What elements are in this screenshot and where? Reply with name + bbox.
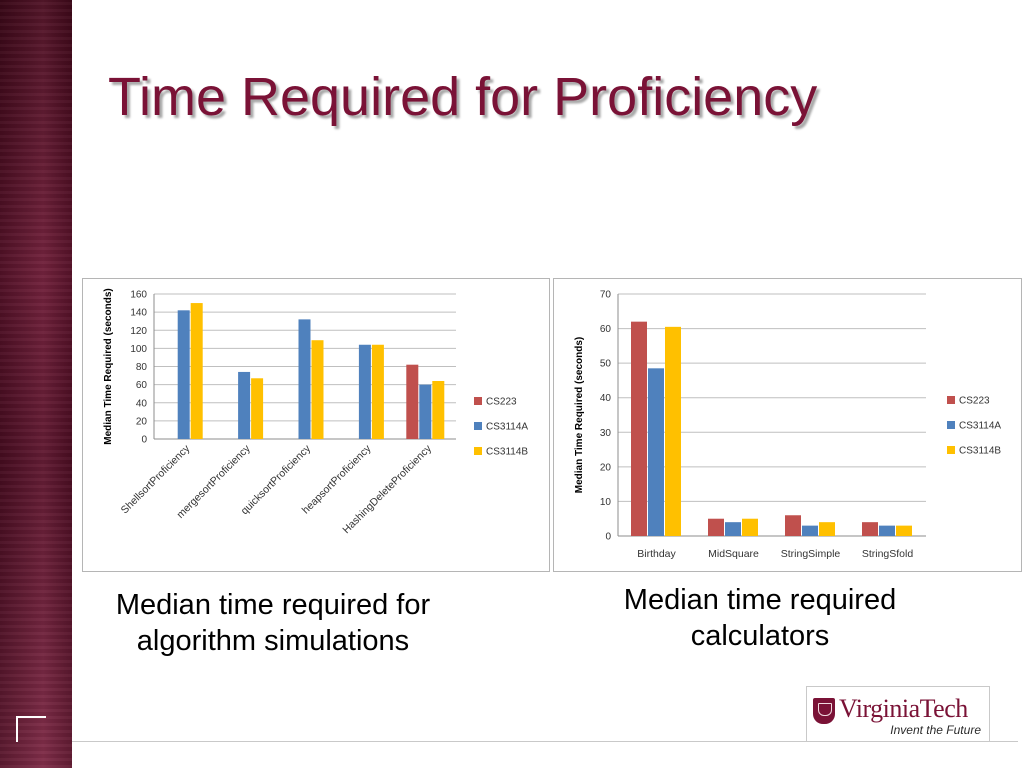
legend-label: CS3114B (959, 446, 1001, 457)
bar-cs3114b (251, 378, 264, 439)
legend-swatch (947, 396, 955, 404)
bar-cs3114a (358, 344, 371, 439)
y-tick-label: 120 (130, 326, 147, 337)
bar-cs3114a (419, 384, 432, 439)
bar-cs3114b (819, 522, 835, 536)
y-tick-label: 70 (600, 290, 612, 301)
bar-cs3114b (665, 326, 681, 536)
x-tick-label: StringSfold (862, 548, 914, 560)
y-tick-label: 160 (130, 290, 147, 301)
y-tick-label: 50 (600, 359, 612, 370)
left-decorative-band (0, 0, 72, 768)
slide-title: Time Required for Proficiency (108, 67, 818, 127)
bar-cs3114a (648, 368, 664, 536)
corner-bracket-icon (16, 716, 46, 742)
x-tick-label: Birthday (637, 548, 676, 560)
bar-cs3114a (879, 525, 895, 536)
algorithm-simulation-chart-svg: 0 20 40 60 80 100 120 140 160 Median Time Require… (103, 288, 528, 536)
bar-cs223 (708, 518, 724, 536)
y-axis-title: Median Time Required (seconds) (574, 337, 585, 494)
legend-swatch (947, 421, 955, 429)
legend-label: CS223 (959, 396, 990, 407)
bar-cs223 (631, 321, 647, 536)
legend-swatch (947, 446, 955, 454)
bar-cs3114a (802, 525, 818, 536)
footer-divider (72, 741, 1018, 742)
legend-label: CS223 (486, 397, 517, 408)
y-tick-label: 40 (136, 398, 148, 409)
y-tick-label: 100 (130, 344, 147, 355)
y-tick-label: 60 (136, 380, 148, 391)
legend-label: CS3114A (486, 422, 528, 433)
caption-calculators: Median time required calculators (623, 584, 897, 652)
y-tick-label: 30 (600, 428, 612, 439)
y-tick-label: 10 (600, 497, 612, 508)
legend-swatch (474, 422, 482, 430)
bar-cs223 (406, 364, 419, 439)
y-tick-label: 140 (130, 308, 147, 319)
x-tick-label: StringSimple (781, 548, 841, 560)
bar-cs3114b (742, 518, 758, 536)
legend-swatch (474, 397, 482, 405)
y-tick-label: 20 (136, 416, 148, 427)
virginia-tech-logo: VirginiaTech Invent the Future (806, 686, 990, 742)
y-tick-label: 60 (600, 324, 612, 335)
bar-cs3114a (725, 522, 741, 536)
bar-cs223 (862, 522, 878, 536)
y-tick-label: 0 (141, 435, 147, 446)
y-tick-label: 80 (136, 362, 148, 373)
bar-cs3114a (238, 371, 251, 439)
bar-cs3114a (177, 310, 190, 439)
logo-tagline: Invent the Future (890, 723, 981, 737)
bar-cs3114b (896, 525, 912, 536)
bar-cs3114b (311, 340, 324, 439)
y-tick-label: 20 (600, 462, 612, 473)
algorithm-simulation-chart: 0 20 40 60 80 100 120 140 160 Median Time Require… (82, 278, 550, 572)
y-tick-label: 0 (605, 532, 611, 543)
legend-label: CS3114A (959, 421, 1001, 432)
band-texture (0, 0, 72, 768)
y-axis-title: Median Time Required (seconds) (103, 288, 114, 445)
bar-cs3114a (298, 319, 311, 439)
bar-cs3114b (371, 344, 384, 439)
bar-cs223 (785, 515, 801, 536)
logo-wordmark: VirginiaTech (839, 694, 968, 723)
legend-label: CS3114B (486, 447, 528, 458)
bar-cs3114b (432, 381, 445, 439)
bar-cs3114b (190, 303, 203, 439)
university-seal-icon (813, 698, 835, 724)
calculator-chart-svg: 0 10 20 30 40 50 60 70 Median Time Required (sec… (574, 290, 1001, 561)
caption-algorithm-simulations: Median time required for algorithm simul… (115, 589, 431, 657)
legend-swatch (474, 447, 482, 455)
x-tick-label: MidSquare (708, 548, 759, 560)
calculator-chart: 0 10 20 30 40 50 60 70 Median Time Required (sec… (553, 278, 1022, 572)
y-tick-label: 40 (600, 393, 612, 404)
